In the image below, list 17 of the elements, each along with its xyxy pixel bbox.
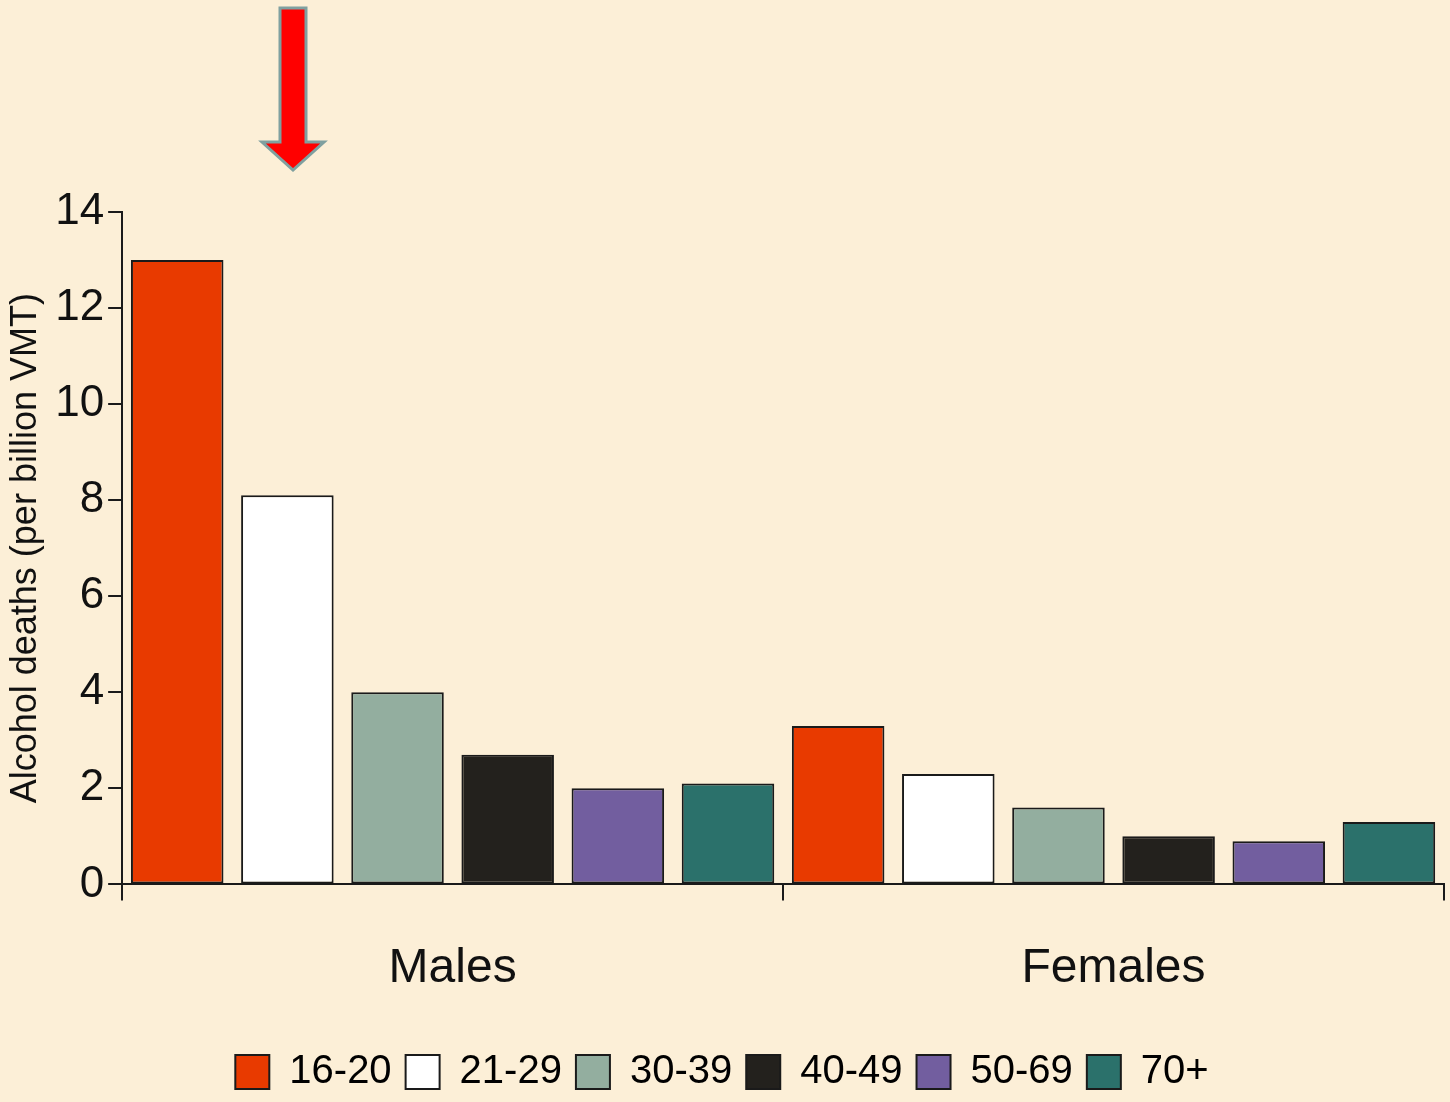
y-tick-label: 12 (55, 280, 105, 330)
legend-label: 40-49 (800, 1047, 903, 1092)
legend-label: 16-20 (289, 1047, 392, 1092)
x-tick-label: Females (1021, 939, 1206, 993)
y-axis-title: Alcohol deaths (per billion VMT) (2, 293, 44, 804)
y-tick-label: 6 (79, 568, 105, 618)
x-tick-label: Males (388, 939, 517, 993)
y-tick-label: 2 (79, 760, 105, 810)
legend-label: 21-29 (459, 1047, 562, 1092)
y-tick-label: 10 (55, 376, 105, 426)
y-tick-label: 4 (79, 664, 105, 714)
legend-label: 30-39 (629, 1047, 733, 1092)
legend-label: 50-69 (970, 1047, 1073, 1092)
legend-label: 70+ (1140, 1047, 1209, 1092)
y-tick-label: 14 (55, 184, 105, 234)
y-tick-label: 8 (79, 472, 105, 522)
y-tick-label: 0 (79, 856, 105, 906)
